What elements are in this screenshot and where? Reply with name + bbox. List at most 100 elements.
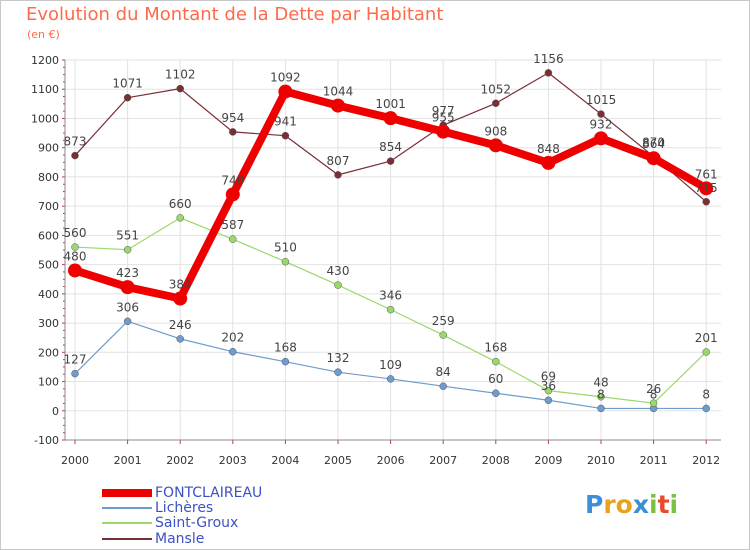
data-label: 168 (274, 341, 297, 355)
logo-letter: t (657, 490, 670, 519)
data-label: 660 (169, 197, 192, 211)
data-label: 977 (432, 104, 455, 118)
data-label: 132 (327, 351, 350, 365)
data-point (699, 181, 714, 196)
proxiti-logo: Proxiti (585, 490, 678, 519)
legend-label: Mansle (155, 531, 205, 547)
legend-label: Saint-Groux (155, 515, 239, 531)
x-tick-label: 2002 (166, 454, 194, 467)
y-tick-label: 0 (52, 405, 59, 418)
y-tick-label: 200 (38, 346, 59, 359)
data-label: 8 (597, 387, 605, 401)
data-label: 1015 (586, 93, 617, 107)
data-point (173, 291, 188, 306)
legend-swatch (102, 489, 152, 497)
data-point (544, 386, 553, 395)
data-point (439, 382, 447, 390)
data-point (120, 280, 135, 295)
data-label: 8 (702, 387, 710, 401)
x-tick-label: 2007 (429, 454, 457, 467)
data-label: 807 (327, 154, 350, 168)
data-label: 955 (432, 111, 455, 125)
y-tick-label: 1100 (31, 83, 59, 96)
data-label: 48 (593, 376, 608, 390)
data-label: 941 (274, 115, 297, 129)
unit-label: (en €) (27, 28, 60, 41)
data-point (544, 396, 553, 404)
data-label: 259 (432, 314, 455, 328)
data-label: 26 (646, 382, 661, 396)
data-point (488, 138, 503, 153)
y-tick-label: -100 (34, 434, 59, 447)
data-label: 715 (695, 181, 718, 195)
data-point (278, 84, 293, 99)
x-tick-label: 2012 (692, 454, 720, 467)
data-point (386, 157, 395, 165)
data-point (176, 335, 184, 343)
data-point (646, 151, 661, 166)
data-label: 908 (484, 124, 507, 138)
data-point (702, 404, 710, 413)
data-point (123, 93, 132, 102)
logo-letter: i (669, 490, 679, 519)
data-point (229, 347, 237, 356)
data-point (492, 99, 500, 108)
data-point (436, 124, 451, 139)
data-point (702, 348, 710, 356)
data-point (176, 84, 184, 93)
data-label: 346 (379, 289, 402, 303)
y-tick-label: 1200 (31, 54, 59, 67)
data-label: 480 (64, 249, 87, 263)
data-point (383, 111, 398, 126)
x-tick-label: 2003 (219, 454, 247, 467)
data-point (281, 257, 290, 266)
data-label: 127 (64, 353, 87, 367)
logo-letter: o (615, 490, 633, 519)
data-label: 587 (221, 218, 244, 232)
x-tick-label: 2001 (114, 454, 142, 467)
x-tick-label: 2006 (377, 454, 405, 467)
data-label: 1052 (481, 82, 512, 96)
data-label: 560 (64, 226, 87, 240)
data-point (71, 369, 79, 378)
data-point (597, 404, 605, 413)
data-point (334, 368, 342, 376)
x-tick-label: 2004 (271, 454, 299, 467)
data-point (597, 110, 605, 118)
data-point (386, 305, 395, 314)
x-tick-label: 2010 (587, 454, 615, 467)
legend-item: Saint-Groux (102, 515, 238, 531)
data-label: 1044 (323, 85, 354, 99)
data-label: 932 (590, 117, 613, 131)
data-label: 84 (436, 365, 451, 379)
data-label: 864 (642, 137, 665, 151)
data-label: 430 (327, 264, 350, 278)
logo-letter: P (585, 490, 604, 519)
y-tick-label: 900 (38, 142, 59, 155)
data-point (334, 171, 342, 179)
data-point (541, 155, 556, 170)
data-point (71, 243, 79, 251)
y-tick-label: 500 (38, 259, 59, 272)
y-tick-label: 400 (38, 288, 59, 301)
legend-label: FONTCLAIREAU (155, 485, 263, 501)
data-point (702, 198, 710, 206)
data-point (281, 357, 290, 366)
logo-letter: r (603, 490, 616, 519)
data-point (225, 187, 240, 202)
data-point (123, 317, 132, 326)
legend-item: Lichères (102, 500, 213, 516)
data-label: 551 (116, 229, 139, 243)
data-point (492, 357, 500, 366)
data-label: 510 (274, 241, 297, 255)
data-label: 761 (695, 167, 718, 181)
y-tick-label: 100 (38, 376, 59, 389)
data-point (123, 245, 132, 254)
data-label: 1071 (112, 77, 143, 91)
legend-swatch (102, 522, 152, 524)
data-point (492, 389, 500, 397)
data-point (386, 375, 395, 383)
data-point (281, 131, 290, 140)
legend-label: Lichères (155, 500, 214, 516)
data-label: 423 (116, 266, 139, 280)
